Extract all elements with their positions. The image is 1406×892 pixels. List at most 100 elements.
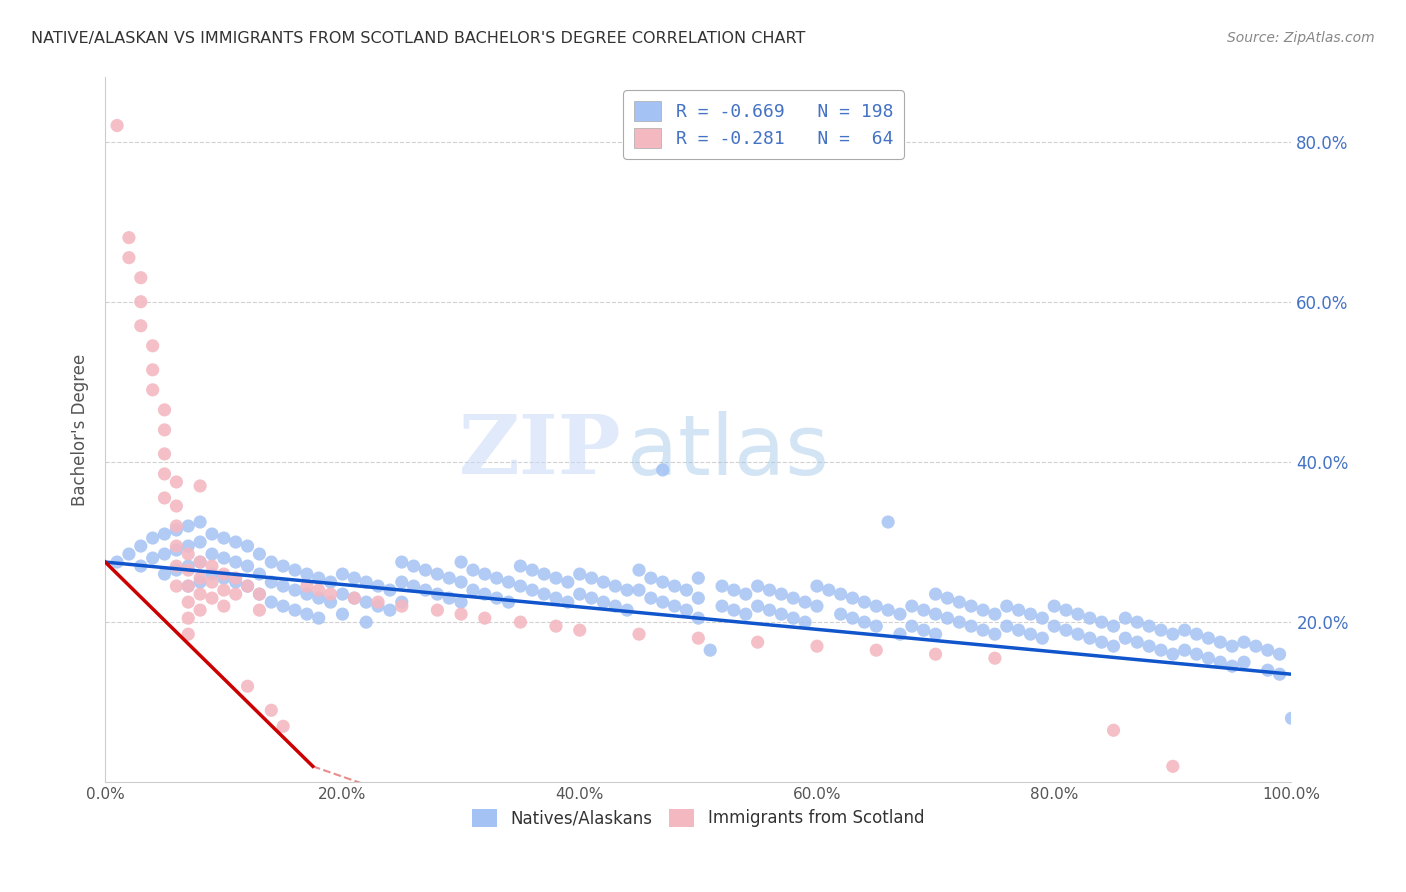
Point	[1174, 643, 1197, 657]
Text: Source: ZipAtlas.com: Source: ZipAtlas.com	[1227, 31, 1375, 45]
Point	[212, 567, 235, 582]
Point	[201, 567, 224, 582]
Point	[225, 575, 247, 590]
Point	[165, 579, 187, 593]
Point	[1233, 635, 1256, 649]
Point	[295, 567, 318, 582]
Point	[1031, 611, 1053, 625]
Point	[260, 595, 283, 609]
Point	[450, 595, 472, 609]
Point	[924, 627, 946, 641]
Point	[901, 599, 924, 614]
Point	[474, 587, 496, 601]
Point	[806, 579, 828, 593]
Point	[236, 579, 259, 593]
Point	[308, 611, 330, 625]
Point	[1054, 603, 1077, 617]
Point	[1197, 631, 1219, 645]
Point	[343, 571, 366, 585]
Point	[391, 595, 413, 609]
Point	[225, 587, 247, 601]
Point	[177, 579, 200, 593]
Point	[165, 523, 187, 537]
Point	[651, 575, 673, 590]
Point	[1161, 647, 1184, 661]
Point	[378, 603, 401, 617]
Point	[544, 571, 567, 585]
Point	[948, 615, 970, 629]
Point	[188, 515, 211, 529]
Point	[188, 587, 211, 601]
Point	[627, 563, 650, 577]
Point	[188, 535, 211, 549]
Point	[1268, 667, 1291, 681]
Point	[426, 567, 449, 582]
Point	[1257, 643, 1279, 657]
Point	[770, 607, 793, 621]
Point	[177, 519, 200, 533]
Point	[664, 579, 686, 593]
Point	[308, 571, 330, 585]
Point	[439, 571, 461, 585]
Point	[212, 599, 235, 614]
Point	[1007, 623, 1029, 637]
Point	[354, 575, 377, 590]
Point	[201, 591, 224, 606]
Point	[1091, 635, 1114, 649]
Point	[118, 251, 141, 265]
Point	[295, 607, 318, 621]
Point	[319, 587, 342, 601]
Point	[544, 619, 567, 633]
Point	[841, 611, 863, 625]
Point	[402, 559, 425, 574]
Point	[236, 539, 259, 553]
Point	[1137, 619, 1160, 633]
Point	[1019, 627, 1042, 641]
Point	[142, 531, 165, 545]
Point	[177, 627, 200, 641]
Point	[688, 591, 710, 606]
Point	[830, 607, 852, 621]
Point	[188, 555, 211, 569]
Point	[782, 591, 804, 606]
Point	[605, 599, 627, 614]
Point	[426, 603, 449, 617]
Point	[284, 583, 307, 598]
Point	[188, 603, 211, 617]
Point	[129, 559, 152, 574]
Point	[165, 499, 187, 513]
Point	[295, 587, 318, 601]
Point	[723, 603, 745, 617]
Point	[249, 567, 271, 582]
Point	[688, 611, 710, 625]
Point	[308, 583, 330, 598]
Point	[853, 615, 876, 629]
Point	[153, 547, 176, 561]
Point	[188, 571, 211, 585]
Point	[129, 539, 152, 553]
Point	[509, 615, 531, 629]
Point	[391, 575, 413, 590]
Point	[295, 579, 318, 593]
Point	[747, 635, 769, 649]
Point	[984, 651, 1007, 665]
Point	[640, 591, 662, 606]
Point	[1043, 599, 1066, 614]
Point	[960, 599, 983, 614]
Point	[450, 607, 472, 621]
Point	[960, 619, 983, 633]
Point	[853, 595, 876, 609]
Point	[568, 587, 591, 601]
Point	[995, 599, 1018, 614]
Point	[688, 571, 710, 585]
Point	[415, 583, 437, 598]
Point	[664, 599, 686, 614]
Point	[485, 591, 508, 606]
Point	[105, 555, 128, 569]
Point	[1114, 611, 1136, 625]
Point	[557, 575, 579, 590]
Point	[747, 599, 769, 614]
Point	[1114, 631, 1136, 645]
Point	[770, 587, 793, 601]
Point	[153, 423, 176, 437]
